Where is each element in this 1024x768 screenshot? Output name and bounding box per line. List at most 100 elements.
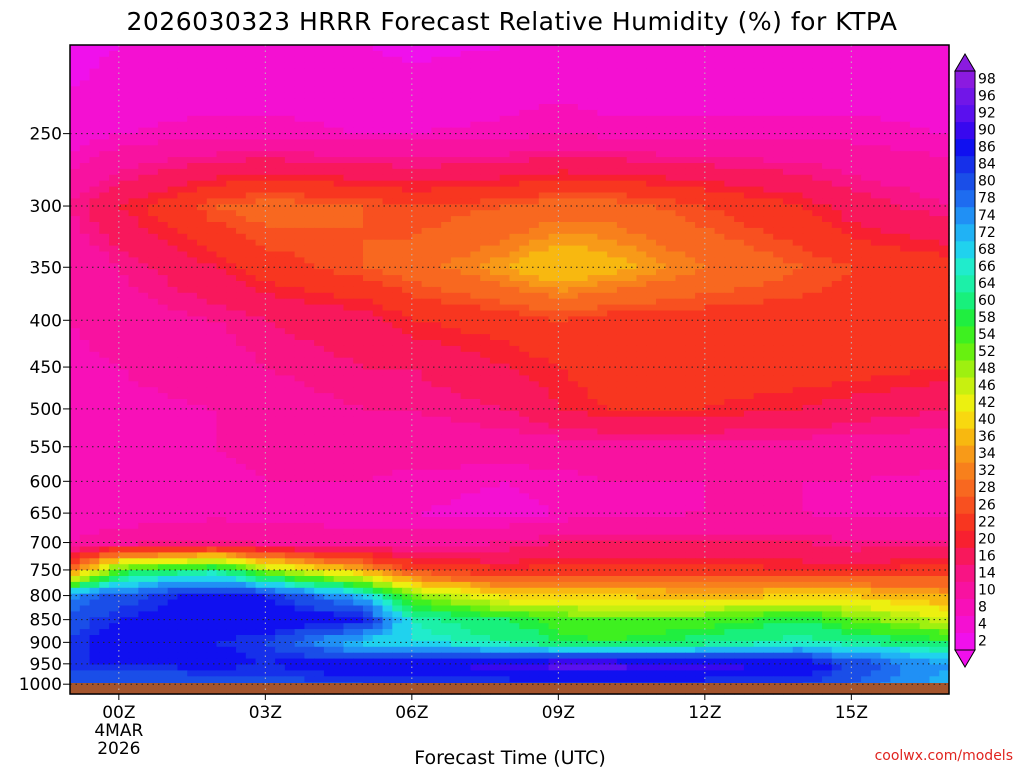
heatmap-cell: [704, 334, 716, 341]
heatmap-cell: [900, 245, 911, 253]
heatmap-cell: [636, 204, 647, 211]
heatmap-cell: [499, 163, 511, 170]
heatmap-cell: [226, 98, 237, 105]
heatmap-cell: [636, 86, 647, 93]
heatmap-cell: [480, 180, 491, 188]
heatmap-cell: [363, 286, 374, 294]
heatmap-cell: [675, 351, 686, 359]
heatmap-cell: [919, 340, 931, 347]
heatmap-cell: [773, 104, 784, 111]
heatmap-cell: [79, 298, 91, 306]
heatmap-cell: [558, 180, 569, 188]
heatmap-cell: [245, 145, 257, 152]
heatmap-cell: [587, 186, 598, 194]
heatmap-cell: [558, 145, 569, 152]
heatmap-cell: [529, 50, 540, 58]
heatmap-cell: [812, 351, 823, 359]
heatmap-cell: [89, 310, 100, 317]
heatmap-cell: [157, 328, 169, 335]
heatmap-cell: [519, 345, 530, 353]
heatmap-cell: [763, 304, 774, 312]
heatmap-cell: [646, 127, 657, 135]
heatmap-cell: [841, 104, 852, 111]
heatmap-cell: [431, 127, 442, 135]
heatmap-cell: [118, 74, 130, 81]
heatmap-cell: [538, 98, 550, 105]
heatmap-cell: [89, 198, 100, 205]
heatmap-cell: [499, 192, 511, 199]
heatmap-cell: [323, 157, 335, 164]
heatmap-cell: [763, 281, 774, 288]
heatmap-cell: [802, 263, 813, 270]
heatmap-cell: [450, 281, 462, 288]
heatmap-cell: [548, 275, 559, 282]
heatmap-cell: [402, 216, 413, 223]
heatmap-cell: [489, 168, 501, 176]
heatmap-cell: [538, 257, 550, 264]
heatmap-cell: [382, 50, 393, 58]
heatmap-cell: [861, 222, 872, 229]
heatmap-cell: [782, 363, 794, 371]
heatmap-cell: [333, 345, 345, 353]
heatmap-cell: [421, 68, 432, 76]
heatmap-cell: [109, 163, 120, 170]
heatmap-cell: [529, 145, 540, 152]
heatmap-cell: [70, 363, 81, 371]
heatmap-cell: [216, 239, 227, 247]
heatmap-cell: [626, 210, 638, 217]
heatmap-cell: [402, 310, 413, 317]
heatmap-cell: [675, 139, 686, 146]
heatmap-cell: [665, 121, 677, 129]
heatmap-cell: [177, 275, 188, 282]
heatmap-cell: [607, 227, 618, 235]
heatmap-cell: [480, 50, 491, 58]
heatmap-cell: [460, 62, 472, 70]
heatmap-cell: [714, 174, 725, 182]
heatmap-cell: [421, 180, 432, 188]
heatmap-cell: [245, 316, 257, 323]
heatmap-cell: [89, 245, 100, 253]
heatmap-cell: [411, 227, 423, 235]
heatmap-cell: [792, 45, 804, 52]
heatmap-cell: [226, 86, 237, 93]
heatmap-cell: [79, 369, 91, 376]
heatmap-cell: [363, 45, 374, 52]
heatmap-cell: [714, 286, 725, 294]
heatmap-cell: [450, 239, 462, 247]
heatmap-cell: [695, 222, 706, 229]
heatmap-cell: [831, 98, 843, 105]
heatmap-cell: [138, 245, 149, 253]
heatmap-cell: [499, 316, 511, 323]
heatmap-cell: [626, 145, 638, 152]
heatmap-cell: [333, 168, 345, 176]
heatmap-cell: [353, 121, 364, 129]
heatmap-cell: [226, 233, 237, 241]
heatmap-cell: [880, 316, 891, 323]
heatmap-cell: [450, 198, 462, 205]
heatmap-cell: [196, 345, 208, 353]
heatmap-cell: [665, 180, 677, 188]
heatmap-cell: [109, 227, 120, 235]
heatmap-cell: [880, 340, 891, 347]
heatmap-cell: [773, 151, 784, 158]
heatmap-cell: [734, 322, 745, 329]
heatmap-cell: [363, 139, 374, 146]
heatmap-cell: [70, 139, 81, 146]
heatmap-cell: [538, 298, 550, 306]
heatmap-cell: [70, 168, 81, 176]
heatmap-cell: [685, 192, 696, 199]
heatmap-cell: [314, 216, 325, 223]
heatmap-cell: [685, 139, 696, 146]
heatmap-cell: [167, 357, 179, 365]
heatmap-cell: [79, 351, 91, 359]
heatmap-cell: [577, 74, 589, 81]
heatmap-cell: [148, 192, 159, 199]
heatmap-cell: [382, 104, 393, 111]
heatmap-cell: [743, 127, 755, 135]
heatmap-cell: [753, 239, 765, 247]
heatmap-cell: [753, 86, 765, 93]
heatmap-cell: [529, 180, 540, 188]
heatmap-cell: [314, 168, 325, 176]
heatmap-cell: [480, 204, 491, 211]
heatmap-cell: [382, 68, 393, 76]
